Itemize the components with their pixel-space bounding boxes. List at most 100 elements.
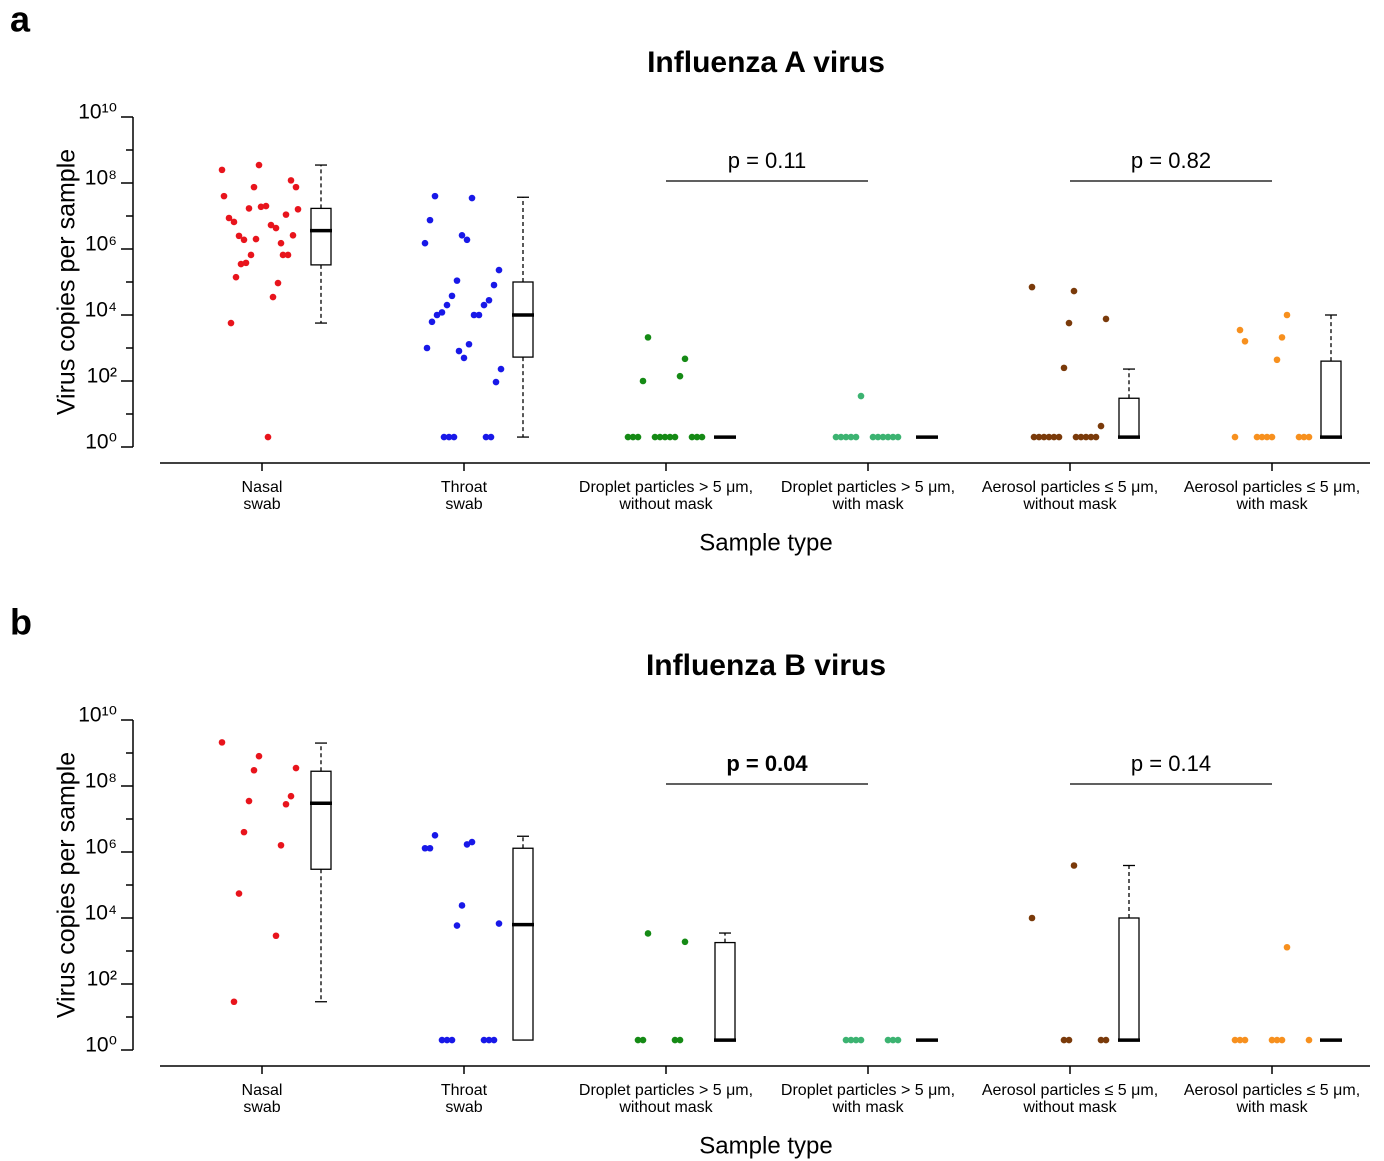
data-point <box>230 998 238 1006</box>
data-point <box>438 1036 446 1044</box>
data-point <box>1065 319 1073 327</box>
box <box>310 207 332 266</box>
box <box>1118 397 1140 438</box>
data-point <box>1278 1036 1286 1044</box>
data-point <box>227 319 235 327</box>
x-tick-label: swab <box>445 1099 482 1116</box>
data-point <box>475 311 483 319</box>
data-point <box>245 205 253 212</box>
data-point <box>277 239 285 247</box>
data-point <box>1231 433 1239 441</box>
data-point <box>624 433 632 441</box>
data-point <box>1102 315 1110 323</box>
y-tick-label: 10² <box>87 365 117 388</box>
data-point <box>282 800 290 808</box>
data-point <box>842 433 850 441</box>
data-point <box>656 433 664 441</box>
data-point <box>490 281 498 289</box>
y-tick-label: 10⁸ <box>85 167 117 190</box>
data-point <box>257 203 265 211</box>
data-point <box>842 1036 850 1044</box>
data-point <box>277 841 285 849</box>
data-point <box>1065 1036 1073 1044</box>
data-point <box>294 205 302 213</box>
data-point <box>426 844 434 852</box>
data-point <box>237 260 245 268</box>
data-point <box>1305 433 1313 441</box>
data-point <box>255 161 263 169</box>
data-point <box>639 1036 647 1044</box>
data-point <box>492 378 500 386</box>
data-point <box>1087 433 1095 441</box>
data-point <box>463 236 471 244</box>
data-point <box>495 266 503 274</box>
data-point <box>1263 433 1271 441</box>
data-point <box>485 1036 493 1044</box>
data-point <box>847 433 855 441</box>
data-point <box>468 194 476 202</box>
data-point <box>497 365 505 373</box>
data-point <box>495 920 503 927</box>
x-tick-label: Aerosol particles ≤ 5 μm, <box>1184 479 1360 496</box>
data-point <box>247 251 255 259</box>
data-point <box>453 277 461 284</box>
data-point <box>879 433 887 441</box>
data-point <box>884 433 892 441</box>
data-point <box>1028 283 1036 291</box>
x-tick-label: Droplet particles > 5 μm, <box>781 479 955 496</box>
panel-label: b <box>10 602 32 643</box>
y-tick-label: 10⁶ <box>85 836 117 859</box>
data-point <box>847 1036 855 1044</box>
data-point <box>1241 1036 1249 1044</box>
data-point <box>1060 1036 1068 1044</box>
data-point <box>443 1036 451 1044</box>
data-point <box>1070 862 1078 869</box>
box <box>512 847 534 1041</box>
data-point <box>1045 433 1053 441</box>
data-point <box>894 433 902 441</box>
x-tick-label: Aerosol particles ≤ 5 μm, <box>1184 1082 1360 1099</box>
data-point <box>421 239 429 247</box>
data-point <box>490 1036 498 1044</box>
data-point <box>250 766 258 774</box>
data-point <box>284 251 292 259</box>
data-point <box>431 832 439 839</box>
data-point <box>448 1036 456 1044</box>
data-point <box>889 1036 897 1044</box>
data-point <box>1055 433 1063 441</box>
data-point <box>1231 1036 1239 1044</box>
x-tick-label: Nasal <box>242 479 283 496</box>
data-point <box>1050 433 1058 441</box>
y-tick-label: 10¹⁰ <box>78 101 117 124</box>
data-point <box>1082 433 1090 441</box>
data-point <box>487 433 495 441</box>
data-point <box>1077 433 1085 441</box>
data-point <box>1030 433 1038 441</box>
data-point <box>480 1036 488 1044</box>
data-point <box>252 235 260 243</box>
data-point <box>450 433 458 441</box>
data-point <box>463 841 471 848</box>
x-tick-label: with mask <box>1235 1099 1308 1116</box>
y-axis-label: Virus copies per sample <box>53 149 81 415</box>
data-point <box>440 433 448 441</box>
p-value: p = 0.04 <box>726 751 808 776</box>
data-point <box>688 433 696 441</box>
data-point <box>698 433 706 441</box>
data-point <box>482 433 490 441</box>
data-point <box>1268 1036 1276 1044</box>
data-point <box>458 902 466 909</box>
data-point <box>218 739 226 746</box>
data-point <box>874 433 882 441</box>
data-point <box>1305 1036 1313 1044</box>
data-point <box>279 251 287 259</box>
x-tick-label: without mask <box>618 1099 713 1116</box>
x-tick-label: Droplet particles > 5 μm, <box>579 1082 753 1099</box>
x-tick-label: swab <box>243 1099 280 1116</box>
data-point <box>428 318 436 326</box>
box <box>310 770 332 870</box>
data-point <box>676 1036 684 1044</box>
data-point <box>225 214 233 222</box>
